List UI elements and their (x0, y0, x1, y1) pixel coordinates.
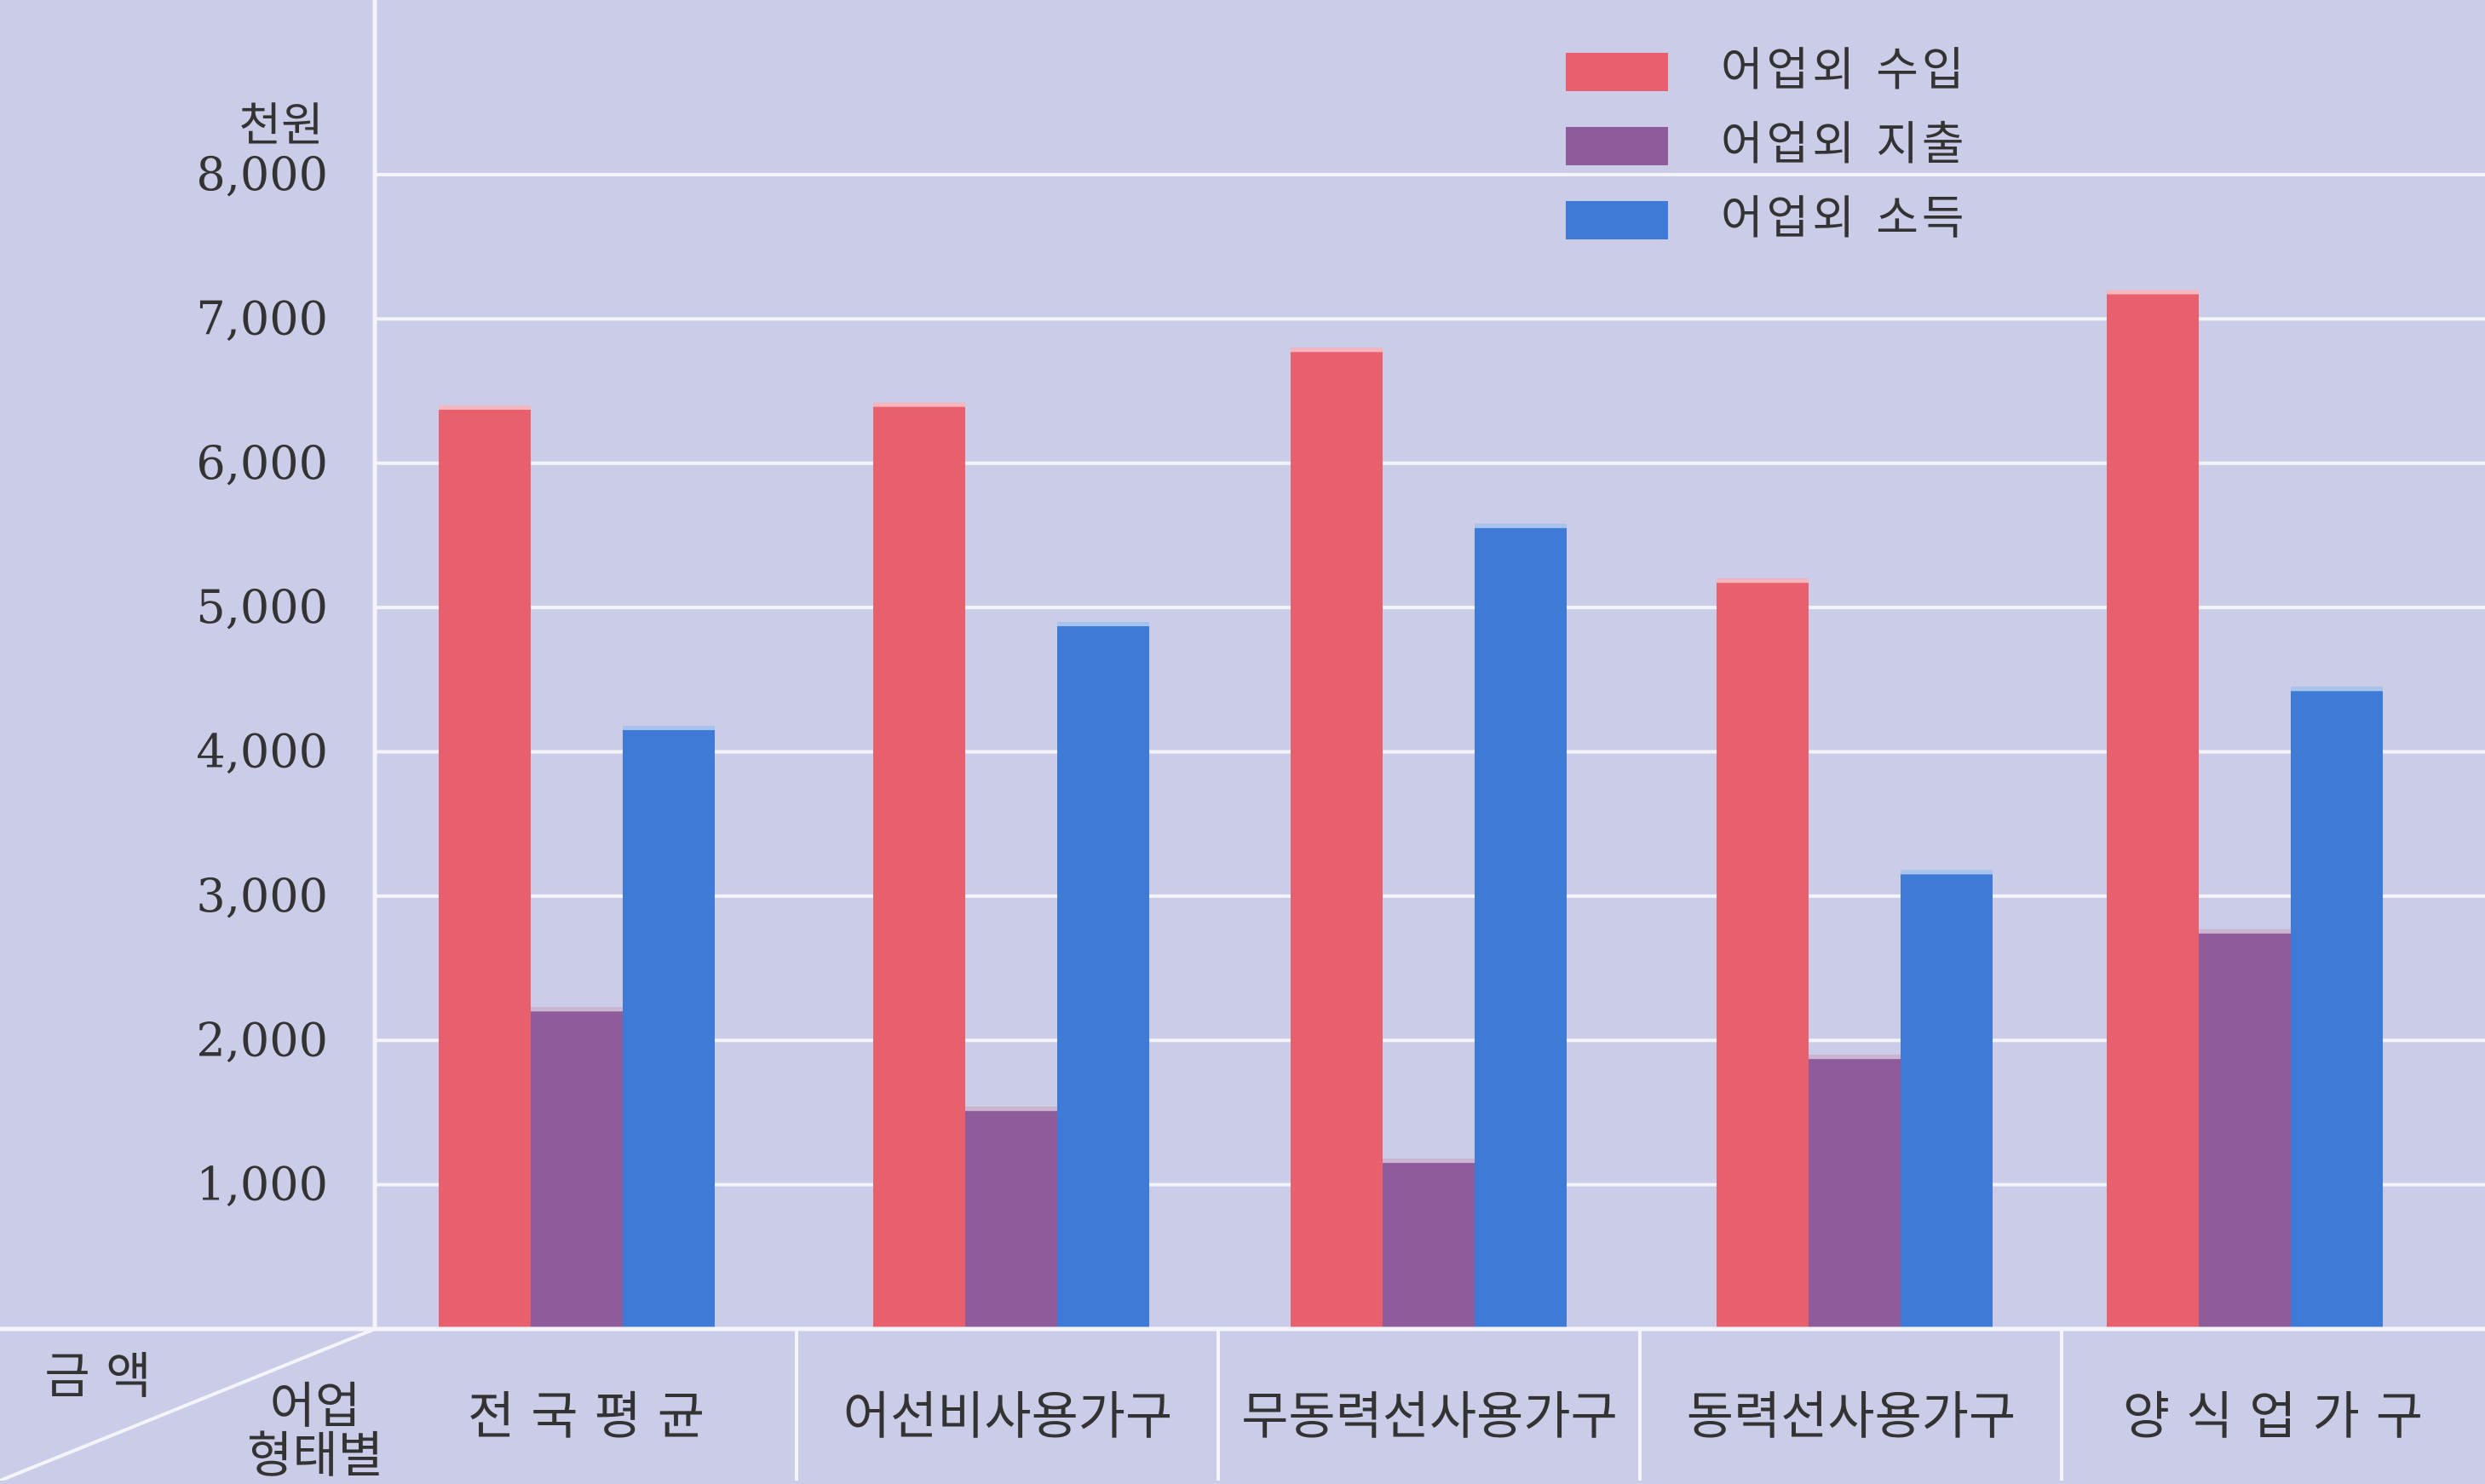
corner-label-amount: 금 액 (44, 1347, 151, 1405)
corner-label-type-1: 어업 (270, 1377, 361, 1435)
legend-label: 어업외 수입 (1721, 43, 1968, 96)
category-label: 어선비사용가구 (843, 1387, 1172, 1447)
y-tick-labels: 8,000 7,000 6,000 5,000 4,000 3,000 2,000 1,000 (196, 147, 328, 1211)
bar-top-highlight (1383, 1159, 1475, 1164)
bar-top-highlight (1901, 870, 1993, 875)
bar (1057, 622, 1149, 1329)
bar-top-highlight (439, 406, 531, 410)
corner-label-type-2: 형태별 (247, 1426, 383, 1481)
category-label: 동력선사용가구 (1687, 1387, 2016, 1447)
category-table: 금 액 어업 형태별 전 국 평 균 어선비사용가구 무동력선사용가구 동력선사용가구… (0, 1327, 2423, 1484)
bar-top-highlight (873, 402, 965, 407)
bar-top-highlight (2199, 929, 2291, 934)
bar (1717, 578, 1809, 1329)
bar (439, 406, 531, 1329)
y-tick-label: 5,000 (196, 580, 328, 634)
bar-top-highlight (2107, 290, 2199, 295)
category-label: 양 식 업 가 구 (2123, 1387, 2423, 1447)
legend-swatch (1566, 53, 1668, 91)
y-tick-label: 1,000 (196, 1158, 328, 1211)
bar-top-highlight (531, 1007, 623, 1012)
bar-top-highlight (2291, 687, 2383, 692)
legend-label: 어업외 지출 (1721, 117, 1968, 170)
y-tick-label: 2,000 (196, 1013, 328, 1067)
y-axis-unit-label: 천원 (239, 98, 323, 152)
bar-top-highlight (623, 726, 715, 731)
bar-top-highlight (1291, 348, 1383, 353)
legend-label: 어업외 소득 (1721, 191, 1968, 244)
bar-top-highlight (1717, 578, 1809, 584)
y-tick-label: 7,000 (196, 291, 328, 345)
bar-top-highlight (965, 1107, 1057, 1112)
legend-swatch (1566, 201, 1668, 239)
bar (2291, 687, 2383, 1329)
bar (1809, 1055, 1901, 1329)
bar-top-highlight (1057, 622, 1149, 627)
axes (0, 0, 2485, 1332)
legend-swatch (1566, 127, 1668, 165)
bar (1383, 1159, 1475, 1329)
y-tick-label: 3,000 (196, 869, 328, 923)
category-label: 무동력선사용가구 (1241, 1387, 1618, 1447)
bars (439, 290, 2383, 1329)
y-tick-label: 4,000 (196, 725, 328, 779)
bar (1291, 348, 1383, 1329)
bar (1901, 870, 1993, 1329)
y-tick-label: 8,000 (196, 147, 328, 201)
corner-diagonal (0, 1327, 376, 1482)
bar (873, 402, 965, 1329)
bar (623, 726, 715, 1329)
y-tick-label: 6,000 (196, 436, 328, 490)
bar (531, 1007, 623, 1329)
bar (2107, 290, 2199, 1329)
category-label: 전 국 평 균 (468, 1387, 705, 1447)
bar-top-highlight (1809, 1055, 1901, 1060)
bar (965, 1107, 1057, 1329)
bar (2199, 929, 2291, 1329)
bar-top-highlight (1475, 523, 1567, 528)
bar (1475, 523, 1567, 1329)
